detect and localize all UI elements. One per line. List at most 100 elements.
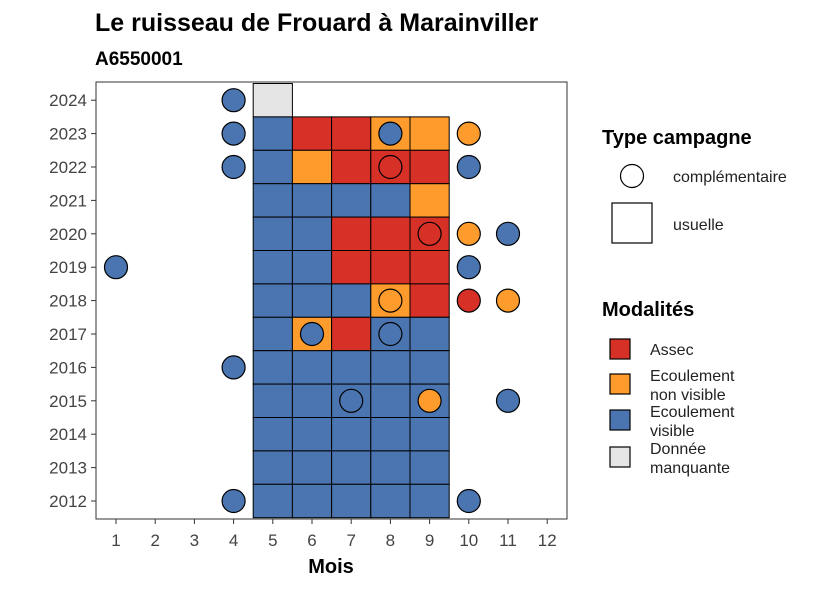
data-point [221, 488, 246, 514]
data-point [495, 388, 521, 413]
legend: Type campagne complémentaire usuelle Modali… [602, 127, 787, 477]
legend-key-modality [609, 338, 631, 360]
data-point [103, 255, 129, 280]
legend-label-modality: Ecoulement non visible [650, 368, 735, 404]
data-point [221, 355, 246, 380]
legend-label-modality: Donnée manquante [650, 441, 730, 477]
heatmap-cell [252, 350, 293, 385]
y-tick-label: 2019 [49, 258, 87, 277]
legend-key-modality [609, 373, 631, 395]
heatmap-cell [252, 450, 293, 485]
x-tick-label: 12 [538, 531, 557, 550]
heatmap-cell [409, 149, 450, 185]
heatmap-cell [370, 417, 411, 452]
x-axis-ticks: 1 2 3 4 5 6 7 8 9 10 11 12 [111, 519, 557, 550]
y-tick-label: 2018 [49, 292, 87, 311]
y-tick-label: 2020 [49, 225, 87, 244]
heatmap-cell [409, 183, 450, 218]
heatmap-cell [252, 316, 293, 352]
data-point [299, 321, 325, 347]
heatmap-cell [370, 183, 411, 218]
x-tick-label: 11 [499, 531, 517, 550]
heatmap-cell [409, 250, 450, 285]
heatmap-cell [409, 316, 450, 352]
heatmap-cell [291, 350, 333, 385]
x-axis-title: Mois [308, 556, 354, 578]
legend-label-modality: Assec [650, 342, 694, 359]
heatmap-cell [291, 116, 333, 151]
x-tick-label: 2 [150, 531, 159, 550]
heatmap-cell [291, 450, 333, 485]
heatmap-cell [252, 417, 293, 452]
y-tick-label: 2013 [49, 459, 87, 478]
heatmap-cell [291, 483, 333, 519]
x-tick-label: 8 [386, 531, 395, 550]
heatmap-cell [331, 116, 372, 151]
legend-key-usual [611, 202, 653, 244]
data-point [378, 154, 403, 180]
heatmap-cell [252, 383, 293, 419]
heatmap-cell [331, 450, 372, 485]
data-point [495, 221, 521, 246]
heatmap-cell [331, 183, 372, 218]
y-tick-label: 2012 [49, 492, 87, 511]
heatmap-cell [252, 216, 293, 252]
data-point [378, 288, 403, 313]
x-tick-label: 5 [268, 531, 277, 550]
y-tick-label: 2016 [49, 358, 87, 377]
legend-label-modality: Ecoulement visible [650, 404, 735, 440]
chart-subtitle: A6550001 [95, 49, 183, 70]
heatmap-cell [252, 283, 293, 318]
complementary-points [103, 88, 521, 514]
heatmap-cell [409, 350, 450, 385]
data-point [456, 121, 481, 146]
heatmap-cell [252, 149, 293, 185]
legend-key-complementary [619, 163, 645, 189]
data-point [339, 388, 364, 413]
x-tick-label: 1 [111, 531, 120, 550]
heatmap-cell [370, 383, 411, 419]
heatmap-cell [370, 483, 411, 519]
data-point [456, 288, 481, 313]
heatmap-cell [291, 250, 333, 285]
heatmap-cell [370, 216, 411, 252]
heatmap-cell [291, 183, 333, 218]
y-axis-ticks: 2012 2013 2014 2015 2016 2017 2018 2019 2020 2021… [49, 91, 96, 511]
heatmap-cell [291, 383, 333, 419]
legend-title-modalities: Modalités [602, 299, 694, 321]
heatmap-cell [409, 417, 450, 452]
heatmap-cell [252, 183, 293, 218]
heatmap-cell [331, 250, 372, 285]
heatmap-cell [370, 250, 411, 285]
y-tick-label: 2017 [49, 325, 87, 344]
y-tick-label: 2024 [49, 91, 87, 110]
legend-label-complementary: complémentaire [673, 169, 787, 186]
x-tick-label: 9 [425, 531, 434, 550]
heatmap-cell [252, 116, 293, 151]
heatmap-cell [291, 149, 333, 185]
heatmap-cell [370, 350, 411, 385]
y-tick-label: 2014 [49, 425, 87, 444]
x-tick-label: 6 [307, 531, 316, 550]
data-point [495, 288, 521, 313]
legend-key-modality [609, 446, 631, 468]
data-point [221, 154, 246, 180]
heatmap-cell [331, 316, 372, 352]
data-point [417, 221, 442, 246]
data-point [456, 221, 481, 246]
y-tick-label: 2021 [49, 191, 87, 210]
chart-title: Le ruisseau de Frouard à Marainviller [95, 9, 538, 37]
heatmap-cell [331, 216, 372, 252]
heatmap-cell [409, 116, 450, 151]
legend-key-modality [609, 409, 631, 431]
data-point [417, 388, 442, 413]
heatmap-cell [252, 83, 293, 118]
heatmap-cell [252, 250, 293, 285]
x-tick-label: 10 [459, 531, 478, 550]
y-tick-label: 2023 [49, 125, 87, 144]
x-tick-label: 7 [346, 531, 355, 550]
data-point [456, 154, 481, 180]
y-tick-label: 2022 [49, 158, 87, 177]
heatmap-cell [370, 450, 411, 485]
